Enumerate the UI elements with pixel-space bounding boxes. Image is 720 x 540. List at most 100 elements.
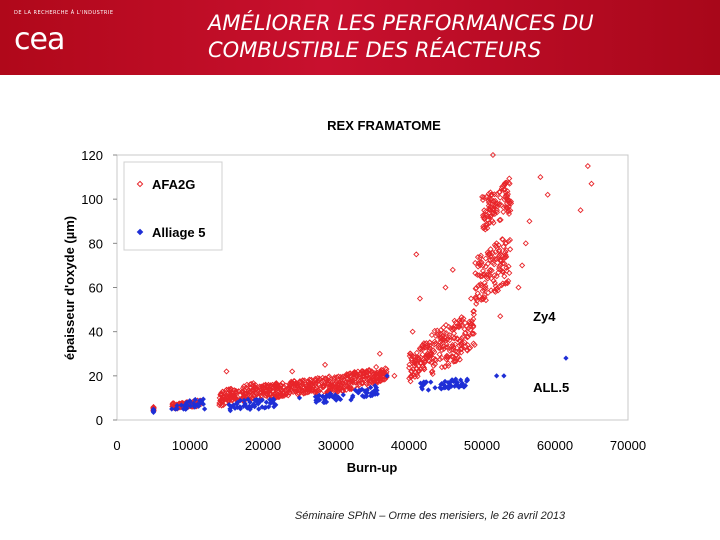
data-point-afa2g bbox=[450, 325, 457, 332]
data-point-alliage-5 bbox=[445, 385, 451, 391]
data-point-afa2g bbox=[577, 207, 584, 214]
data-point-afa2g bbox=[293, 382, 300, 389]
data-point-afa2g bbox=[227, 391, 234, 398]
data-point-afa2g bbox=[304, 385, 311, 392]
data-point-alliage-5 bbox=[340, 392, 346, 398]
data-point-alliage-5 bbox=[242, 402, 248, 408]
data-point-alliage-5 bbox=[178, 402, 185, 408]
data-point-afa2g bbox=[467, 326, 474, 333]
y-tick-label: 100 bbox=[81, 192, 103, 207]
data-point-afa2g bbox=[443, 356, 450, 363]
data-point-afa2g bbox=[417, 346, 424, 353]
data-point-afa2g bbox=[380, 369, 387, 376]
data-point-afa2g bbox=[278, 387, 285, 394]
data-point-afa2g bbox=[376, 350, 383, 357]
data-point-afa2g bbox=[537, 174, 544, 181]
data-point-alliage-5 bbox=[232, 405, 238, 411]
data-point-afa2g bbox=[491, 261, 498, 268]
y-tick-label: 120 bbox=[81, 148, 103, 163]
data-point-afa2g bbox=[450, 354, 457, 361]
data-point-afa2g bbox=[497, 194, 504, 201]
x-tick-label: 10000 bbox=[172, 438, 208, 453]
data-point-alliage-5 bbox=[314, 394, 320, 400]
data-point-afa2g bbox=[505, 277, 512, 285]
data-point-afa2g bbox=[478, 282, 485, 289]
data-point-afa2g bbox=[472, 270, 479, 277]
data-point-afa2g bbox=[473, 297, 481, 304]
data-point-afa2g bbox=[266, 386, 273, 394]
data-point-alliage-5 bbox=[425, 387, 432, 393]
data-point-afa2g bbox=[470, 311, 477, 318]
data-point-afa2g bbox=[455, 354, 462, 361]
data-point-afa2g bbox=[477, 252, 484, 259]
data-point-afa2g bbox=[480, 194, 487, 201]
data-point-afa2g bbox=[502, 240, 509, 247]
data-point-alliage-5 bbox=[174, 406, 180, 412]
data-point-afa2g bbox=[355, 379, 362, 386]
data-point-afa2g bbox=[459, 334, 466, 341]
data-point-alliage-5 bbox=[432, 385, 438, 391]
data-point-alliage-5 bbox=[237, 397, 243, 404]
data-point-afa2g bbox=[432, 340, 439, 347]
data-point-afa2g bbox=[420, 364, 427, 371]
y-axis-label: épaisseur d'oxyde (µm) bbox=[62, 216, 77, 360]
data-point-afa2g bbox=[360, 373, 367, 380]
data-point-afa2g bbox=[344, 375, 351, 382]
data-point-afa2g bbox=[305, 385, 312, 392]
data-point-afa2g bbox=[502, 280, 509, 287]
data-point-afa2g bbox=[298, 382, 305, 389]
logo-mark: cea bbox=[14, 22, 65, 57]
data-point-afa2g bbox=[470, 322, 477, 329]
data-point-afa2g bbox=[500, 186, 507, 193]
data-point-afa2g bbox=[480, 271, 487, 278]
y-tick-label: 60 bbox=[89, 281, 103, 296]
data-point-afa2g bbox=[289, 380, 296, 387]
data-point-afa2g bbox=[501, 254, 508, 262]
legend-marker bbox=[136, 180, 144, 188]
data-point-afa2g bbox=[428, 331, 435, 339]
data-point-afa2g bbox=[443, 352, 450, 359]
data-point-alliage-5 bbox=[384, 373, 390, 379]
data-point-afa2g bbox=[483, 193, 490, 201]
data-point-afa2g bbox=[467, 344, 474, 351]
data-point-afa2g bbox=[499, 236, 506, 243]
data-point-afa2g bbox=[287, 387, 294, 394]
data-point-afa2g bbox=[485, 271, 492, 278]
data-point-alliage-5 bbox=[350, 393, 356, 399]
data-point-afa2g bbox=[497, 313, 504, 320]
data-point-afa2g bbox=[496, 217, 503, 224]
data-point-alliage-5 bbox=[183, 406, 189, 412]
data-point-afa2g bbox=[442, 337, 449, 344]
data-point-alliage-5 bbox=[563, 355, 569, 361]
chart-title: REX FRAMATOME bbox=[327, 118, 441, 133]
data-point-afa2g bbox=[359, 380, 366, 387]
data-point-afa2g bbox=[326, 373, 333, 380]
data-point-afa2g bbox=[422, 357, 429, 364]
data-point-afa2g bbox=[369, 374, 377, 381]
data-point-afa2g bbox=[487, 266, 494, 273]
data-point-afa2g bbox=[430, 362, 437, 369]
data-point-afa2g bbox=[456, 317, 463, 324]
data-point-alliage-5 bbox=[449, 377, 455, 383]
data-point-afa2g bbox=[448, 343, 455, 350]
data-point-afa2g bbox=[303, 383, 310, 390]
data-point-afa2g bbox=[411, 359, 418, 366]
data-point-afa2g bbox=[489, 260, 497, 267]
data-point-afa2g bbox=[356, 381, 363, 388]
data-point-afa2g bbox=[296, 386, 303, 393]
data-point-afa2g bbox=[504, 280, 511, 287]
data-point-afa2g bbox=[446, 347, 453, 354]
data-point-afa2g bbox=[438, 334, 445, 341]
data-point-alliage-5 bbox=[266, 404, 272, 410]
slide-title-line-2: COMBUSTIBLE DES RÉACTEURS bbox=[208, 38, 542, 62]
data-point-afa2g bbox=[426, 339, 433, 346]
data-point-alliage-5 bbox=[439, 381, 445, 387]
data-point-afa2g bbox=[322, 361, 329, 368]
data-point-afa2g bbox=[271, 390, 278, 397]
data-point-afa2g bbox=[408, 368, 415, 375]
data-point-afa2g bbox=[492, 200, 499, 207]
data-point-afa2g bbox=[273, 380, 280, 387]
data-point-afa2g bbox=[337, 373, 344, 380]
data-point-afa2g bbox=[321, 382, 328, 389]
data-point-alliage-5 bbox=[263, 399, 269, 405]
